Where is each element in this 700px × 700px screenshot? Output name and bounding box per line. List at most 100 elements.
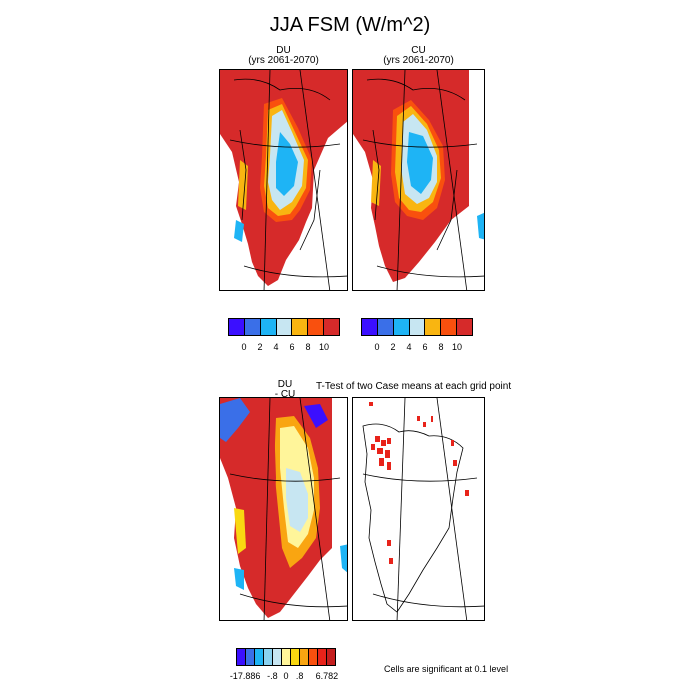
map-cu-east-blue [477, 212, 484, 240]
panel-title-du-line2: (yrs 2061-2070) [248, 55, 319, 66]
map-cu-svg [353, 70, 484, 290]
figure-title: JJA FSM (W/m^2) [269, 14, 431, 36]
map-diff-red-spine [256, 418, 276, 598]
colorbar-tick-label: 6 [422, 342, 428, 352]
colorbar-swatch [260, 319, 277, 335]
map-ttest-meridian-2 [436, 398, 468, 620]
colorbar-swatch [362, 319, 378, 335]
map-diff-lightblue [286, 468, 308, 532]
colorbar-tick-label: 4 [273, 342, 279, 352]
map-diff-nw-blue [220, 398, 250, 442]
sig-cell [385, 450, 390, 458]
colorbar-du [228, 318, 340, 336]
map-ttest-latitude-2 [372, 593, 484, 608]
map-diff-west-yellow [234, 508, 246, 554]
colorbar-swatch [237, 649, 246, 665]
map-ttest-latitude-1 [362, 473, 478, 482]
map-diff-sw-blue [234, 568, 244, 590]
colorbar-swatch [264, 649, 273, 665]
colorbar-tick-label: 10 [318, 342, 330, 352]
map-cu-latitude-2 [376, 265, 484, 278]
colorbar-swatch [291, 649, 300, 665]
map-du-meridian-1 [263, 70, 271, 290]
map-panel-du [219, 69, 348, 291]
colorbar-swatch [300, 649, 309, 665]
panel-title-diff: DU - CU [245, 380, 325, 400]
panel-title-cu: CU (yrs 2061-2070) [352, 46, 485, 66]
map-ttest-svg [362, 398, 484, 620]
colorbar-swatch [441, 319, 458, 335]
map-diff-ne-blue [304, 404, 328, 428]
map-du-blue [276, 132, 298, 196]
colorbar-swatch [327, 649, 335, 665]
sig-cell [417, 416, 420, 421]
panel-title-diff-line2: - CU [274, 389, 296, 400]
map-du-latitude-2 [243, 265, 347, 278]
panel-title-cu-line1: CU [411, 45, 426, 56]
colorbar-swatch [292, 319, 309, 335]
map-diff-meridian-1 [263, 398, 271, 620]
colorbar-cu [361, 318, 473, 336]
sig-cell [389, 558, 393, 564]
panel-title-cu-line2: (yrs 2061-2070) [383, 55, 454, 66]
colorbar-cu-ticks: 0 2 4 6 8 10 [361, 342, 473, 354]
sig-cell [453, 460, 457, 466]
colorbar-tick-label: 0 [283, 671, 289, 681]
map-panel-diff [219, 397, 348, 621]
colorbar-swatch [273, 649, 282, 665]
sig-cell [387, 540, 391, 546]
map-ttest-coastline [362, 423, 464, 613]
panel-title-du-line1: DU [276, 45, 291, 56]
panel-title-diff-line1: DU [277, 379, 293, 390]
sig-cell [379, 458, 384, 466]
colorbar-swatch [244, 319, 261, 335]
map-cu-meridian-1 [396, 70, 406, 290]
map-du-west-blue [234, 220, 244, 242]
colorbar-diff [236, 648, 336, 666]
map-du-meridian-2 [299, 70, 331, 290]
colorbar-tick-label: 0 [374, 342, 380, 352]
map-diff-latitude-2 [239, 593, 347, 608]
sig-cell [387, 438, 391, 444]
colorbar-tick-label: -.8 [267, 671, 278, 681]
sig-cell [431, 416, 433, 422]
colorbar-swatch [393, 319, 410, 335]
colorbar-swatch [425, 319, 442, 335]
map-du-coast [233, 78, 331, 251]
map-cu-coast [366, 78, 466, 251]
colorbar-tick-label: 8 [305, 342, 311, 352]
colorbar-swatch [246, 649, 255, 665]
colorbar-swatch [409, 319, 426, 335]
colorbar-swatch [324, 319, 340, 335]
colorbar-tick-label: 6 [289, 342, 295, 352]
map-panel-cu [352, 69, 485, 291]
colorbar-du-ticks: 0 2 4 6 8 10 [228, 342, 340, 354]
panel-title-du: DU (yrs 2061-2070) [219, 46, 348, 66]
colorbar-swatch [255, 649, 264, 665]
sig-cell [451, 440, 454, 446]
sig-cell [387, 462, 391, 470]
map-diff-east-blue [340, 544, 347, 573]
map-diff-meridian-2 [299, 398, 331, 620]
map-du-svg [220, 70, 347, 290]
colorbar-swatch [282, 649, 291, 665]
colorbar-tick-label: 2 [390, 342, 396, 352]
colorbar-tick-label: -17.886 [229, 671, 261, 681]
map-diff-latitude-1 [229, 473, 341, 482]
colorbar-tick-label: 10 [451, 342, 463, 352]
colorbar-tick-label: 4 [406, 342, 412, 352]
panel-title-ttest: T-Test of two Case means at each grid po… [316, 381, 512, 392]
sig-cell [465, 490, 469, 496]
colorbar-swatch [457, 319, 473, 335]
colorbar-swatch [377, 319, 394, 335]
map-cu-meridian-2 [436, 70, 468, 290]
colorbar-swatch [308, 319, 325, 335]
map-ttest-meridian-1 [396, 398, 406, 620]
colorbar-tick-label: .8 [295, 671, 304, 681]
sig-cell [369, 402, 373, 406]
colorbar-tick-label: 8 [438, 342, 444, 352]
colorbar-swatch [229, 319, 245, 335]
colorbar-swatch [318, 649, 327, 665]
sig-cell [423, 422, 426, 427]
significance-note: Cells are significant at 0.1 level [384, 664, 509, 674]
